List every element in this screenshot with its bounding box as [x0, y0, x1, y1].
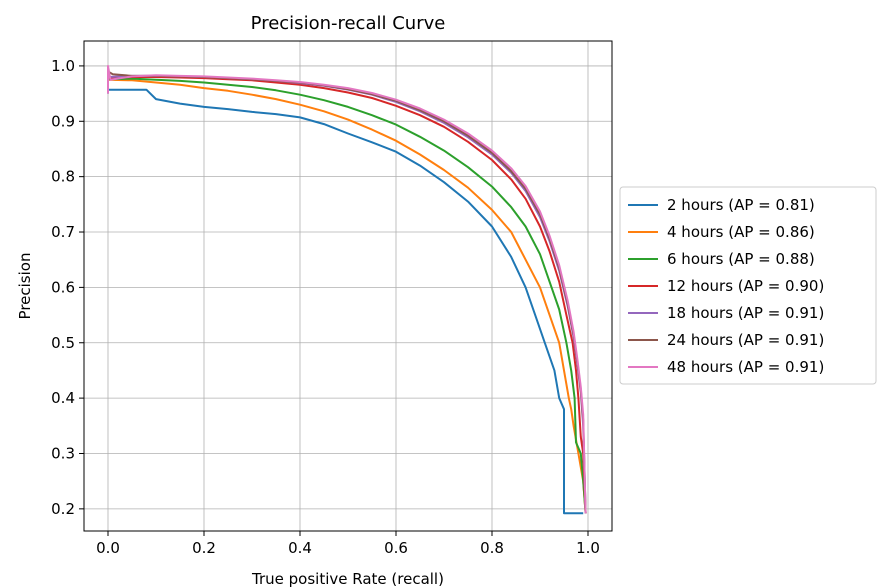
- legend-entry-label: 2 hours (AP = 0.81): [667, 196, 815, 214]
- x-tick-label: 0.2: [192, 539, 216, 557]
- series-line-2: [107, 77, 587, 514]
- y-tick-label: 0.6: [51, 278, 75, 296]
- series-line-3: [107, 76, 587, 514]
- x-tick-label: 0.6: [384, 539, 408, 557]
- legend-entry-label: 18 hours (AP = 0.91): [667, 304, 824, 322]
- grid: [84, 41, 612, 531]
- y-tick-label: 1.0: [51, 57, 75, 75]
- legend: 2 hours (AP = 0.81) 4 hours (AP = 0.86) 6 …: [619, 186, 877, 385]
- series-lines: [107, 64, 587, 515]
- y-axis-label: Precision: [16, 253, 34, 320]
- y-tick-label: 0.3: [51, 444, 75, 462]
- y-tick-label: 0.8: [51, 168, 75, 186]
- x-tick-label: 0.0: [96, 539, 120, 557]
- legend-entry-label: 4 hours (AP = 0.86): [667, 223, 815, 241]
- series-line-1: [107, 78, 587, 514]
- x-tick-label: 0.8: [480, 539, 504, 557]
- legend-frame: [619, 186, 877, 385]
- series-line-0: [107, 88, 584, 515]
- plot-frame: [83, 40, 613, 532]
- x-axis-label: True positive Rate (recall): [251, 570, 444, 588]
- y-axis-ticks: 0.2 0.3 0.4 0.5 0.6 0.7 0.8 0.9 1.0: [51, 57, 84, 518]
- y-tick-label: 0.4: [51, 389, 75, 407]
- chart-title: Precision-recall Curve: [251, 13, 446, 34]
- x-axis-ticks: 0.0 0.2 0.4 0.6 0.8 1.0: [96, 531, 600, 557]
- series-line-4: [107, 74, 587, 514]
- legend-entry-label: 6 hours (AP = 0.88): [667, 250, 815, 268]
- y-tick-label: 0.9: [51, 112, 75, 130]
- series-line-5: [107, 70, 587, 514]
- y-tick-label: 0.7: [51, 223, 75, 241]
- y-tick-label: 0.5: [51, 334, 75, 352]
- x-tick-label: 1.0: [576, 539, 600, 557]
- series-line-6: [107, 64, 587, 514]
- x-tick-label: 0.4: [288, 539, 312, 557]
- legend-entry-label: 48 hours (AP = 0.91): [667, 358, 824, 376]
- legend-entry-label: 24 hours (AP = 0.91): [667, 331, 824, 349]
- y-tick-label: 0.2: [51, 500, 75, 518]
- legend-entry-label: 12 hours (AP = 0.90): [667, 277, 824, 295]
